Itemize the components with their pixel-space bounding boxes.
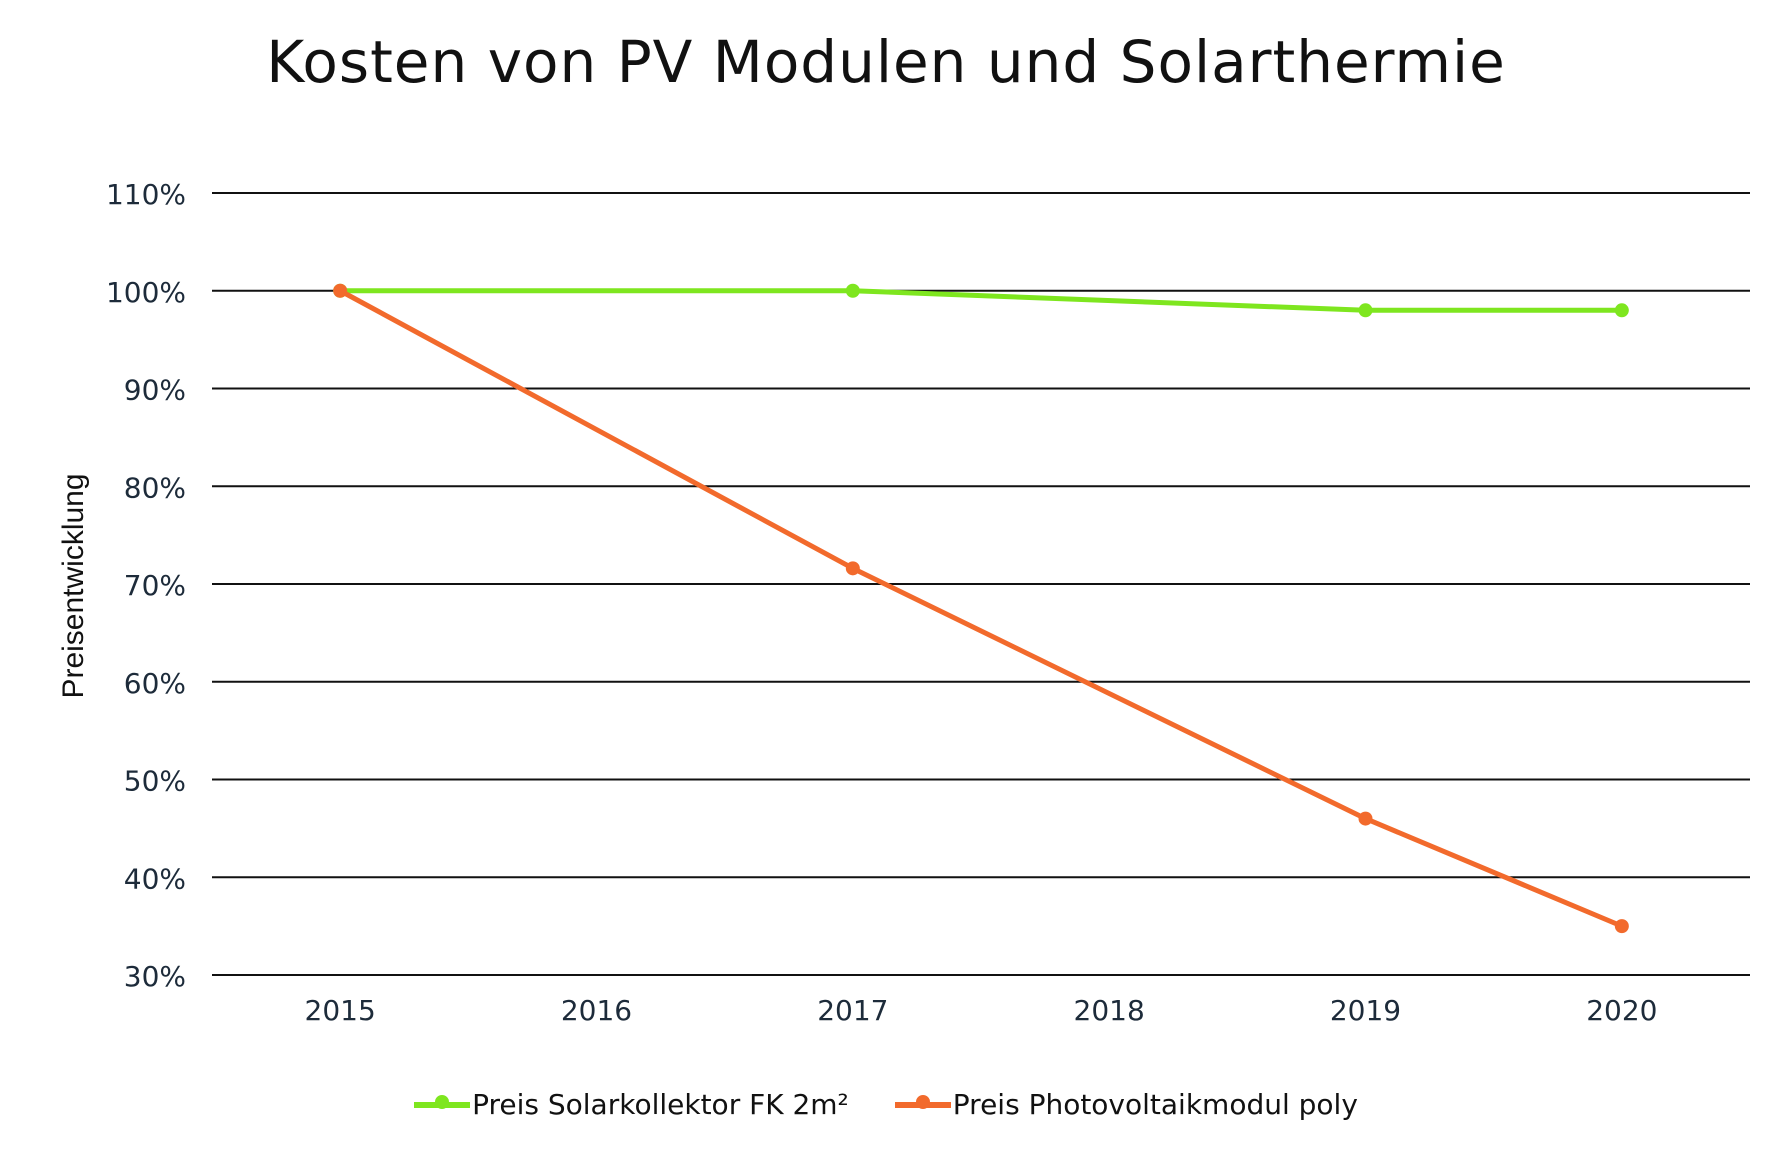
y-tick-label: 80% <box>124 471 186 504</box>
x-tick-label: 2020 <box>1586 994 1657 1027</box>
x-tick-label: 2019 <box>1330 994 1401 1027</box>
legend-label: Preis Solarkollektor FK 2m² <box>472 1088 849 1121</box>
legend-swatch <box>414 1094 471 1109</box>
x-tick-label: 2016 <box>561 994 632 1027</box>
y-tick-label: 110% <box>106 178 186 211</box>
legend-swatch-marker <box>915 1094 930 1109</box>
y-tick-label: 60% <box>124 667 186 700</box>
chart-title: Kosten von PV Modulen und Solarthermie <box>266 28 1506 96</box>
y-tick-label: 90% <box>124 374 186 407</box>
data-point <box>1358 303 1373 318</box>
series-line-1 <box>338 288 1623 929</box>
data-point <box>845 283 860 298</box>
data-point <box>1614 919 1629 934</box>
legend-swatch-marker <box>435 1094 450 1109</box>
x-tick-label: 2015 <box>305 994 376 1027</box>
y-tick-label: 30% <box>124 960 186 993</box>
legend-label: Preis Photovoltaikmodul poly <box>952 1088 1358 1121</box>
legend: Preis Solarkollektor FK 2m² Preis Photovo… <box>0 1088 1772 1121</box>
y-tick-label: 40% <box>124 862 186 895</box>
y-tick-label: 70% <box>124 569 186 602</box>
y-tick-label: 100% <box>106 276 186 309</box>
y-tick-label: 50% <box>124 765 186 798</box>
data-point <box>1614 303 1629 318</box>
data-point <box>1358 811 1373 826</box>
legend-swatch <box>894 1094 951 1109</box>
data-point <box>333 283 348 298</box>
legend-item: Preis Photovoltaikmodul poly <box>894 1088 1358 1121</box>
x-tick-label: 2018 <box>1074 994 1145 1027</box>
data-point <box>845 561 860 576</box>
legend-item: Preis Solarkollektor FK 2m² <box>414 1088 849 1121</box>
x-tick-label: 2017 <box>817 994 888 1027</box>
series-line-0 <box>340 288 1622 313</box>
